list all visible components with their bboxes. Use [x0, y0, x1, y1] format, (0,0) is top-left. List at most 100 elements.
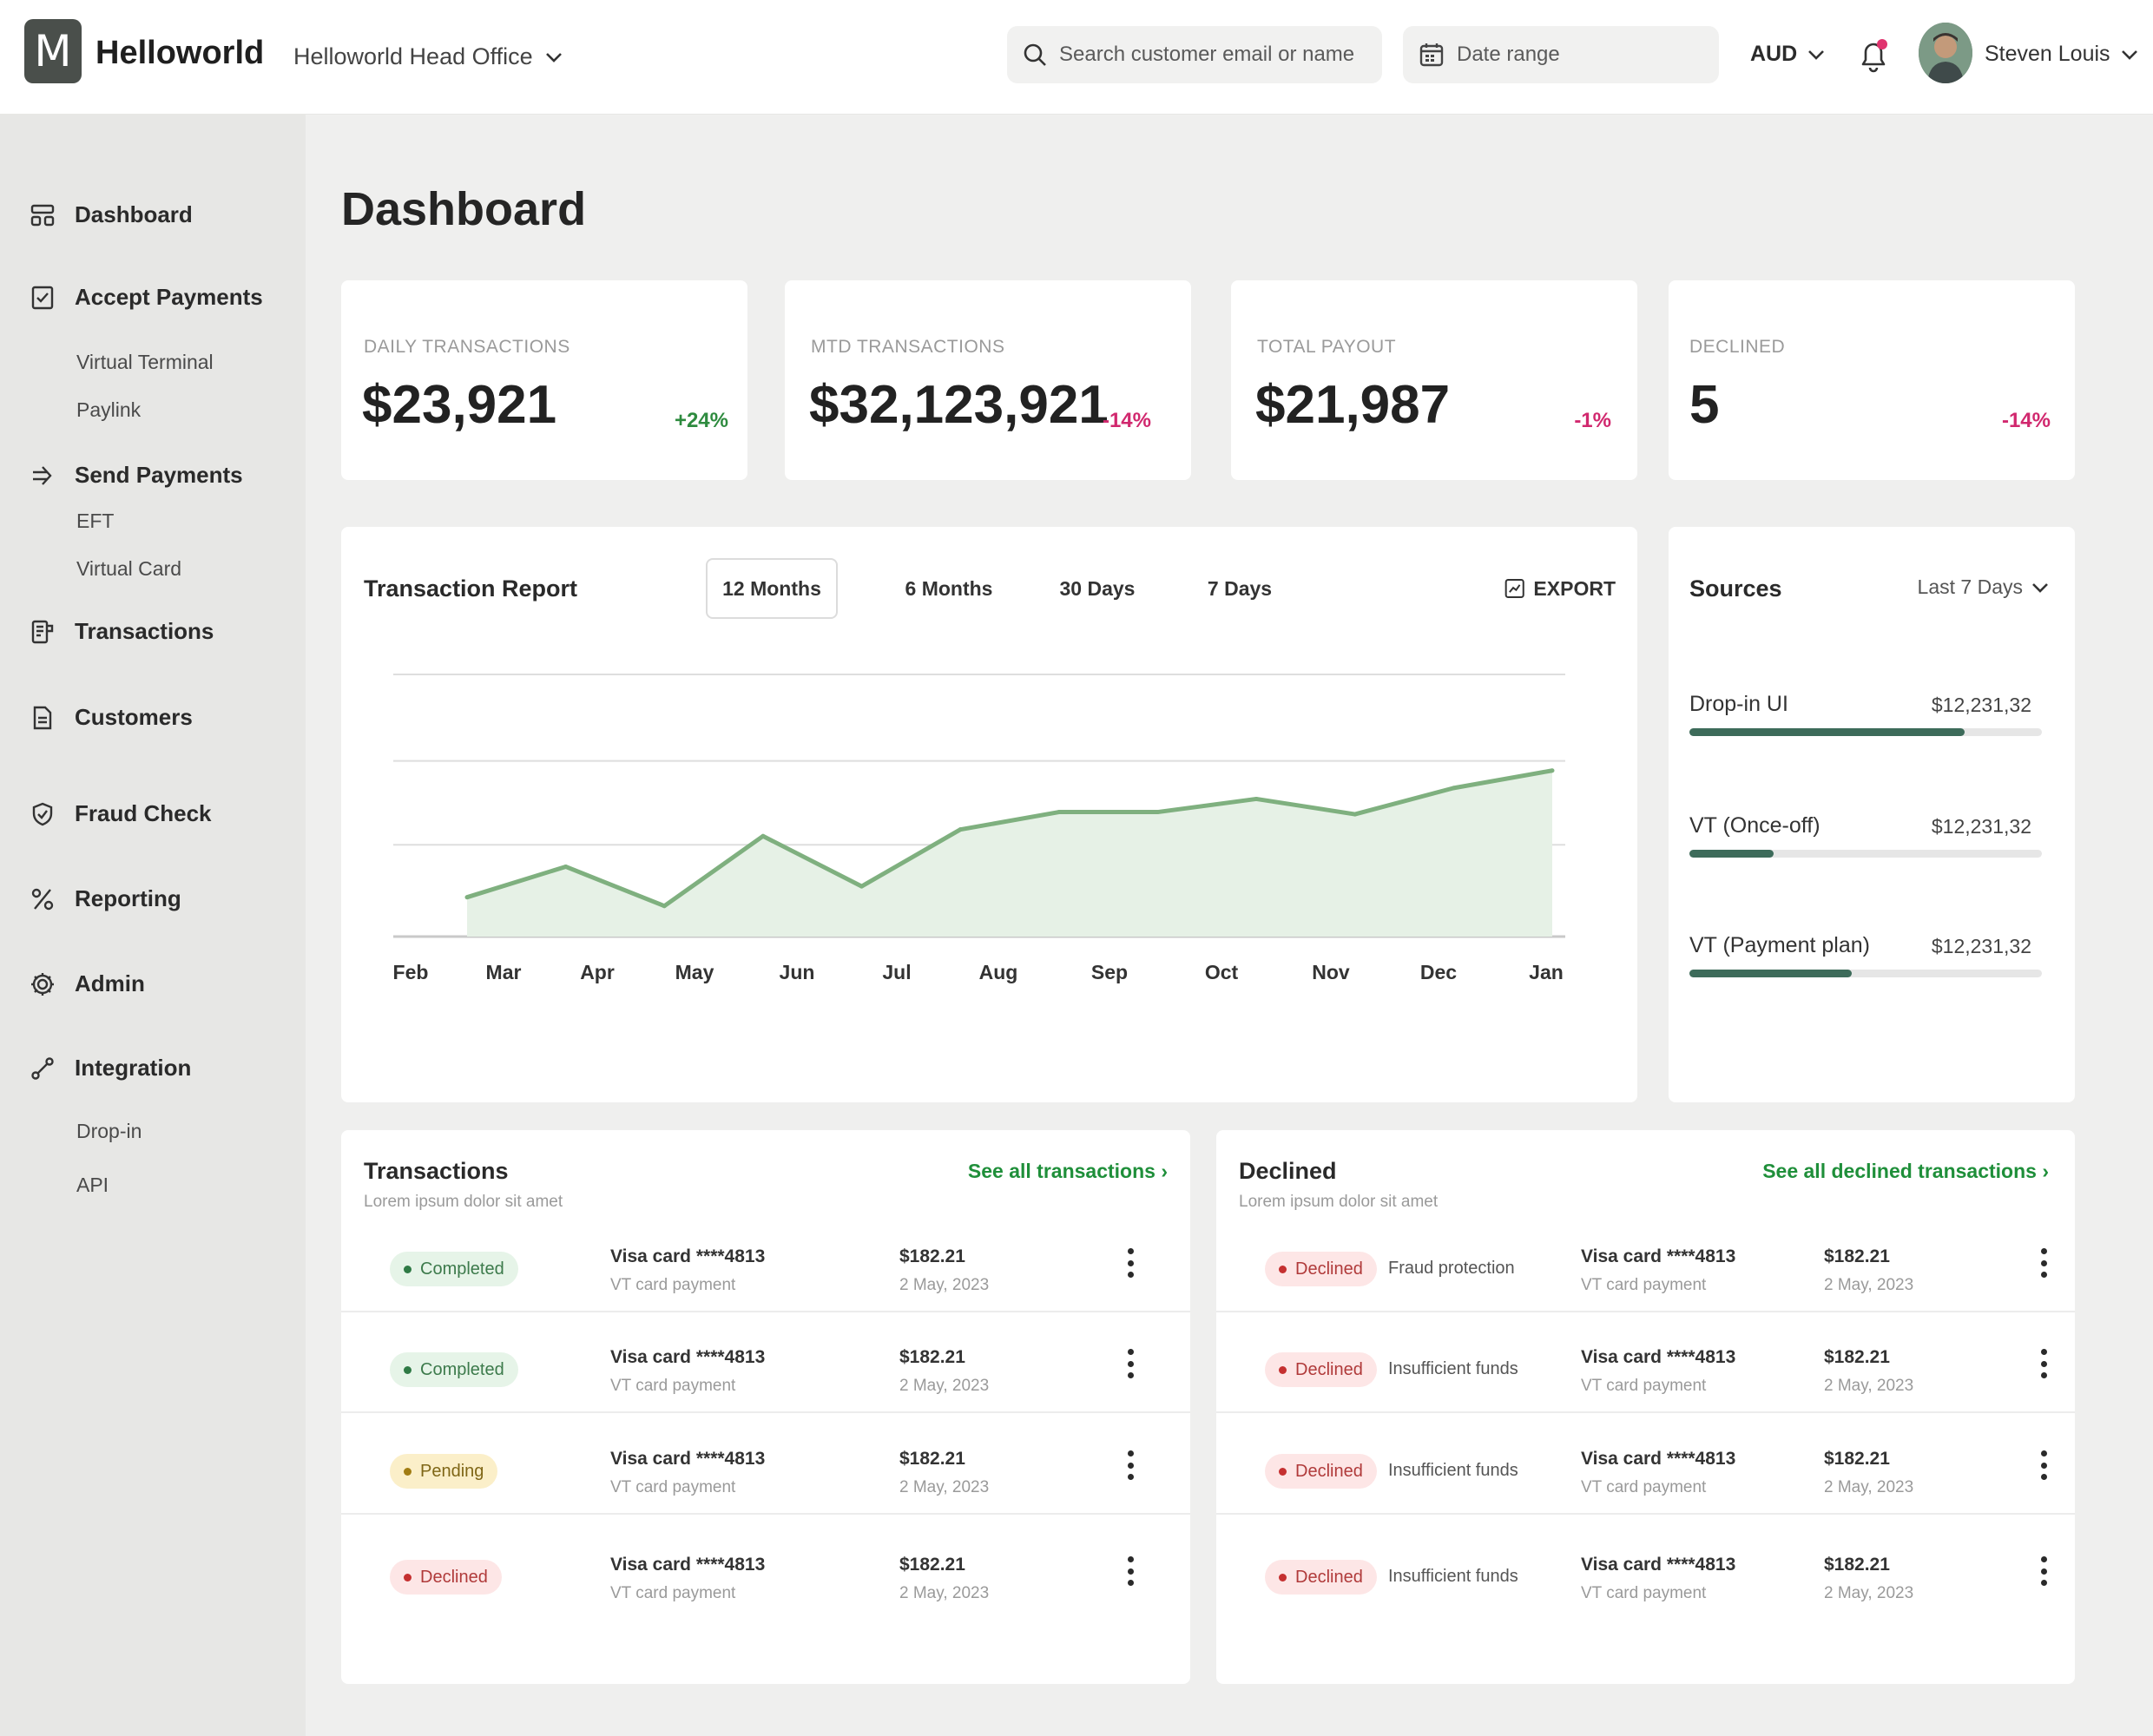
payment-type: VT card payment	[1581, 1478, 1707, 1496]
sidebar-item-label: Send Payments	[75, 462, 243, 488]
date: 2 May, 2023	[1824, 1584, 1914, 1602]
tab-30-days[interactable]: 30 Days	[1059, 576, 1136, 600]
search-box[interactable]	[1007, 26, 1382, 83]
transaction-chart: Feb Mar Apr May Jun Jul Aug Sep Oct Nov Dec Jan	[393, 674, 1565, 983]
amount: $182.21	[899, 1449, 965, 1469]
date: 2 May, 2023	[1824, 1478, 1914, 1496]
amount: $182.21	[899, 1246, 965, 1266]
x-tick-label: Sep	[1091, 961, 1128, 983]
sidebar-sub-virtual-terminal[interactable]: Virtual Terminal	[76, 351, 214, 373]
sidebar-item-dashboard[interactable]: Dashboard	[30, 201, 193, 228]
kpi-delta: -1%	[1574, 409, 1611, 432]
more-options-icon[interactable]	[2039, 1556, 2048, 1586]
transactions-title: Transactions	[364, 1158, 509, 1184]
chevron-down-icon	[1808, 49, 1825, 60]
sidebar-item-send-payments[interactable]: Send Payments	[30, 462, 243, 489]
card-cell: Visa card ****4813 VT card payment	[1581, 1246, 1735, 1295]
status-label: Declined	[1295, 1567, 1363, 1587]
sources-period-select[interactable]: Last 7 Days	[1918, 575, 2049, 599]
decline-reason: Fraud protection	[1388, 1259, 1515, 1278]
source-progress-fill	[1689, 728, 1965, 736]
search-input[interactable]	[1059, 43, 1363, 67]
payment-type: VT card payment	[1581, 1276, 1707, 1294]
kpi-delta: -14%	[1102, 409, 1151, 432]
status-badge: Declined	[1265, 1352, 1377, 1387]
card-number: Visa card ****4813	[1581, 1347, 1736, 1367]
more-options-icon[interactable]	[1126, 1349, 1135, 1378]
see-all-transactions-link[interactable]: See all transactions ›	[967, 1160, 1168, 1182]
tab-12-months[interactable]: 12 Months	[706, 558, 838, 619]
date-range-input[interactable]	[1457, 43, 1700, 67]
card-number: Visa card ****4813	[1581, 1449, 1736, 1469]
chevron-down-icon	[2121, 49, 2137, 60]
sidebar-item-transactions[interactable]: Transactions	[30, 618, 214, 645]
more-options-icon[interactable]	[2039, 1349, 2048, 1378]
status-badge: Pending	[390, 1454, 498, 1489]
sidebar-sub-api[interactable]: API	[76, 1174, 109, 1196]
office-label: Helloworld Head Office	[293, 43, 533, 69]
status-badge: Declined	[1265, 1560, 1377, 1595]
see-all-declined-link[interactable]: See all declined transactions ›	[1762, 1160, 2049, 1182]
report-title: Transaction Report	[364, 575, 578, 602]
notification-bell-icon[interactable]	[1856, 36, 1891, 75]
date: 2 May, 2023	[1824, 1377, 1914, 1395]
status-label: Completed	[420, 1259, 504, 1279]
row-divider	[1216, 1513, 2075, 1515]
user-name: Steven Louis	[1985, 42, 2110, 66]
amount: $182.21	[899, 1555, 965, 1575]
tab-7-days[interactable]: 7 Days	[1207, 576, 1273, 600]
status-label: Declined	[1295, 1359, 1363, 1379]
card-cell: Visa card ****4813 VT card payment	[610, 1555, 765, 1603]
declined-title: Declined	[1239, 1158, 1337, 1184]
card-cell: Visa card ****4813 VT card payment	[1581, 1449, 1735, 1497]
tab-6-months[interactable]: 6 Months	[905, 576, 993, 600]
logo[interactable]: M	[24, 19, 82, 83]
status-dot	[404, 1365, 412, 1374]
currency-selector[interactable]: AUD	[1750, 42, 1825, 67]
top-bar: M Helloworld Helloworld Head Office AUD …	[0, 0, 2153, 115]
x-tick-label: Mar	[486, 961, 522, 983]
more-options-icon[interactable]	[1126, 1556, 1135, 1586]
more-options-icon[interactable]	[2039, 1248, 2048, 1278]
sources-period-label: Last 7 Days	[1917, 575, 2023, 598]
card-number: Visa card ****4813	[1581, 1246, 1736, 1266]
sidebar-item-admin[interactable]: Admin	[30, 970, 145, 997]
sidebar-item-accept-payments[interactable]: Accept Payments	[30, 284, 263, 311]
sidebar-sub-virtual-card[interactable]: Virtual Card	[76, 557, 182, 580]
sidebar-sub-drop-in[interactable]: Drop-in	[76, 1120, 142, 1142]
more-options-icon[interactable]	[2039, 1450, 2048, 1480]
date: 2 May, 2023	[899, 1276, 990, 1294]
amount: $182.21	[899, 1347, 965, 1367]
amount-cell: $182.21 2 May, 2023	[899, 1555, 989, 1603]
avatar[interactable]	[1919, 23, 1972, 83]
transaction-report-card: Transaction Report 12 Months 6 Months 30…	[341, 527, 1637, 1102]
sidebar-item-integration[interactable]: Integration	[30, 1055, 191, 1082]
sidebar-sub-eft[interactable]: EFT	[76, 510, 115, 532]
currency-label: AUD	[1750, 42, 1798, 66]
x-tick-label: Feb	[393, 961, 429, 983]
sidebar-item-fraud-check[interactable]: Fraud Check	[30, 800, 212, 827]
amount-cell: $182.21 2 May, 2023	[1824, 1555, 1913, 1603]
declined-card: Declined Lorem ipsum dolor sit amet See …	[1216, 1130, 2075, 1684]
user-menu[interactable]: Steven Louis	[1985, 42, 2138, 67]
x-tick-label: Oct	[1205, 961, 1239, 983]
x-tick-label: Apr	[580, 961, 615, 983]
office-selector[interactable]: Helloworld Head Office	[293, 43, 563, 70]
sidebar-item-reporting[interactable]: Reporting	[30, 885, 181, 912]
export-button[interactable]: EXPORT	[1504, 558, 1616, 619]
source-name: VT (Once-off)	[1689, 813, 1821, 838]
more-options-icon[interactable]	[1126, 1450, 1135, 1480]
chart-point-jun	[859, 884, 865, 889]
amount-cell: $182.21 2 May, 2023	[1824, 1246, 1913, 1295]
decline-reason: Insufficient funds	[1388, 1567, 1518, 1586]
card-cell: Visa card ****4813 VT card payment	[1581, 1347, 1735, 1396]
status-label: Declined	[1295, 1259, 1363, 1279]
sidebar-sub-paylink[interactable]: Paylink	[76, 398, 142, 421]
chart-export-icon	[1504, 578, 1524, 599]
chevron-down-icon	[2032, 582, 2048, 593]
sidebar-item-customers[interactable]: Customers	[30, 704, 193, 731]
date-range-box[interactable]	[1403, 26, 1719, 83]
amount: $182.21	[1824, 1246, 1890, 1266]
more-options-icon[interactable]	[1126, 1248, 1135, 1278]
status-dot	[1279, 1573, 1287, 1581]
